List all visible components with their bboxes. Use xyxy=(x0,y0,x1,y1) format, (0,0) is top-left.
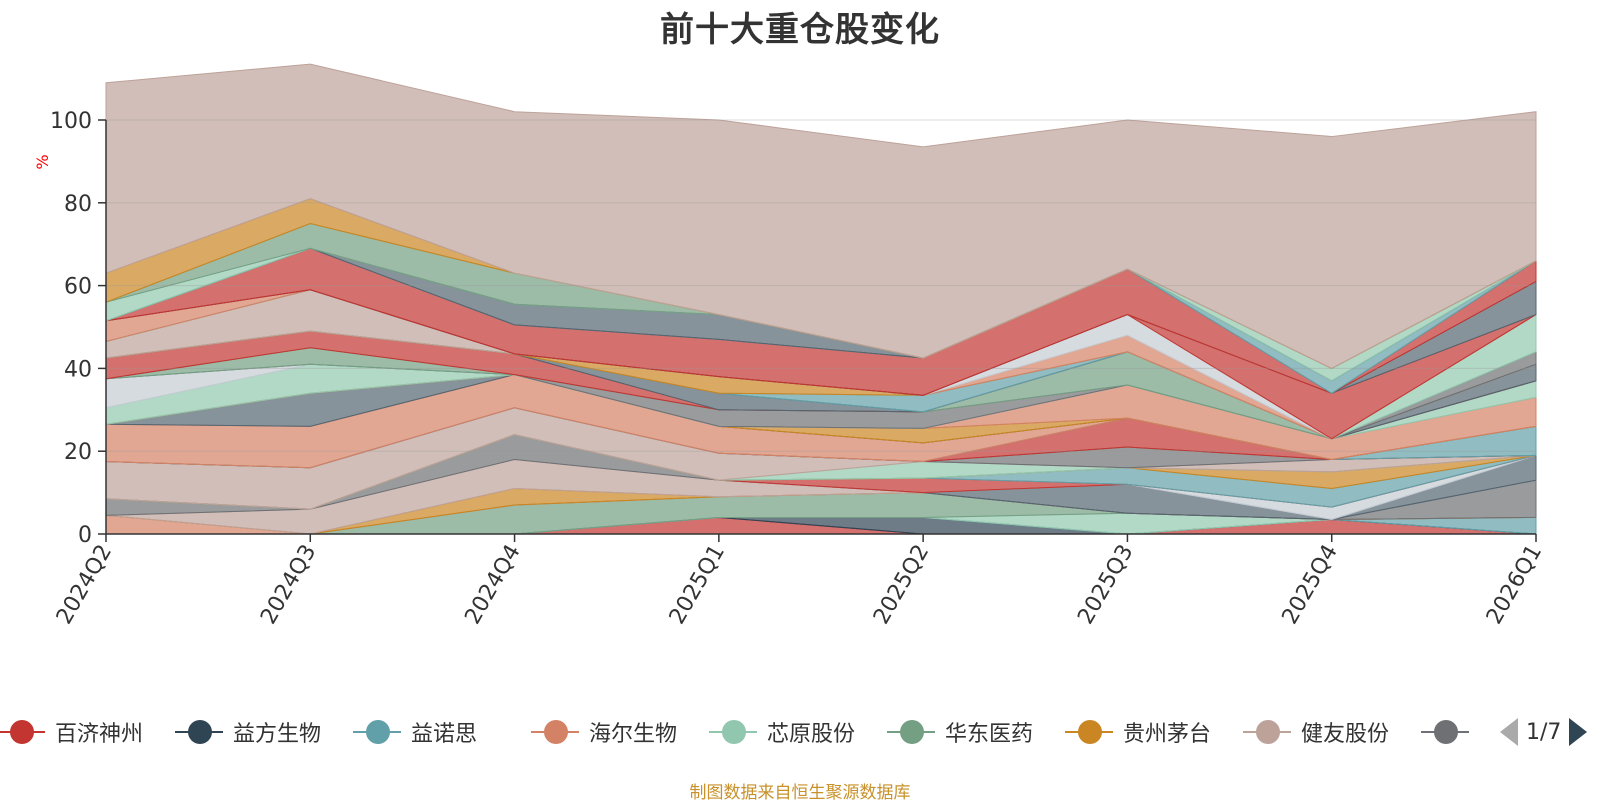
x-tick-label: 2025Q1 xyxy=(665,541,730,629)
legend-marker-icon xyxy=(887,719,935,745)
legend-item[interactable]: 华东医药 xyxy=(887,712,1033,752)
legend-item[interactable]: 百济神州 xyxy=(0,712,143,752)
legend: 百济神州 益方生物 益诺思 海尔生物 芯原股份 华东医药 贵州茅台 健友股份 普利制药 1/7 xyxy=(0,712,1600,752)
chart-area: % 0 20 40 60 80 100 2024Q2 2024Q3 2024Q4 2025Q1 20… xyxy=(33,63,1547,629)
grid-lines xyxy=(106,119,1536,452)
legend-marker-icon xyxy=(1421,719,1469,745)
legend-label: 健友股份 xyxy=(1301,722,1390,747)
legend-marker-icon xyxy=(1065,719,1113,745)
y-tick-label: 60 xyxy=(64,275,92,300)
y-tick-label: 100 xyxy=(50,109,92,134)
legend-marker-icon xyxy=(709,719,757,745)
legend-page-indicator: 1/7 xyxy=(1526,719,1562,745)
legend-marker-icon xyxy=(353,719,401,745)
y-axis-unit-label: % xyxy=(33,154,52,169)
x-tick-label: 2026Q1 xyxy=(1482,541,1547,629)
legend-item[interactable]: 益方生物 xyxy=(175,712,321,752)
legend-label: 华东医药 xyxy=(945,722,1034,747)
legend-marker-icon xyxy=(0,719,45,745)
legend-label: 芯原股份 xyxy=(767,722,856,747)
legend-prev-page-icon[interactable] xyxy=(1500,718,1518,746)
legend-item[interactable]: 益诺思 xyxy=(353,712,477,752)
x-tick-label: 2025Q2 xyxy=(869,541,934,629)
y-tick-label: 0 xyxy=(78,523,92,548)
area-series-45 xyxy=(105,63,1537,369)
stacked-areas xyxy=(105,63,1537,535)
legend-marker-icon xyxy=(175,719,223,745)
y-tick-label: 40 xyxy=(64,357,92,382)
legend-marker-icon xyxy=(531,719,579,745)
legend-label: 益诺思 xyxy=(411,722,478,747)
legend-item[interactable]: 芯原股份 xyxy=(709,712,855,752)
legend-item[interactable]: 普利制药 xyxy=(1421,712,1480,752)
y-tick-label: 20 xyxy=(64,440,92,465)
legend-marker-icon xyxy=(1243,719,1291,745)
legend-pager: 1/7 xyxy=(1500,712,1588,752)
legend-label: 益方生物 xyxy=(233,722,322,747)
legend-item[interactable]: 贵州茅台 xyxy=(1065,712,1211,752)
x-tick-label: 2024Q3 xyxy=(256,541,321,629)
legend-items: 百济神州 益方生物 益诺思 海尔生物 芯原股份 华东医药 贵州茅台 健友股份 普利制药 xyxy=(0,712,1480,752)
data-source-note: 制图数据来自恒生聚源数据库 xyxy=(689,783,911,803)
y-tick-label: 80 xyxy=(64,192,92,217)
legend-label: 普利制药 xyxy=(1479,716,1480,748)
legend-label: 百济神州 xyxy=(55,722,144,747)
x-tick-label: 2025Q3 xyxy=(1073,541,1138,629)
x-tick-label: 2024Q4 xyxy=(460,541,525,629)
x-tick-label: 2025Q4 xyxy=(1278,541,1343,629)
legend-item[interactable]: 海尔生物 xyxy=(531,712,677,752)
x-tick-label: 2024Q2 xyxy=(52,541,117,629)
legend-label: 贵州茅台 xyxy=(1123,722,1212,747)
chart-title: 前十大重仓股变化 xyxy=(660,10,940,50)
legend-next-page-icon[interactable] xyxy=(1569,718,1588,746)
legend-label: 海尔生物 xyxy=(589,722,678,747)
legend-item[interactable]: 健友股份 xyxy=(1243,712,1389,752)
